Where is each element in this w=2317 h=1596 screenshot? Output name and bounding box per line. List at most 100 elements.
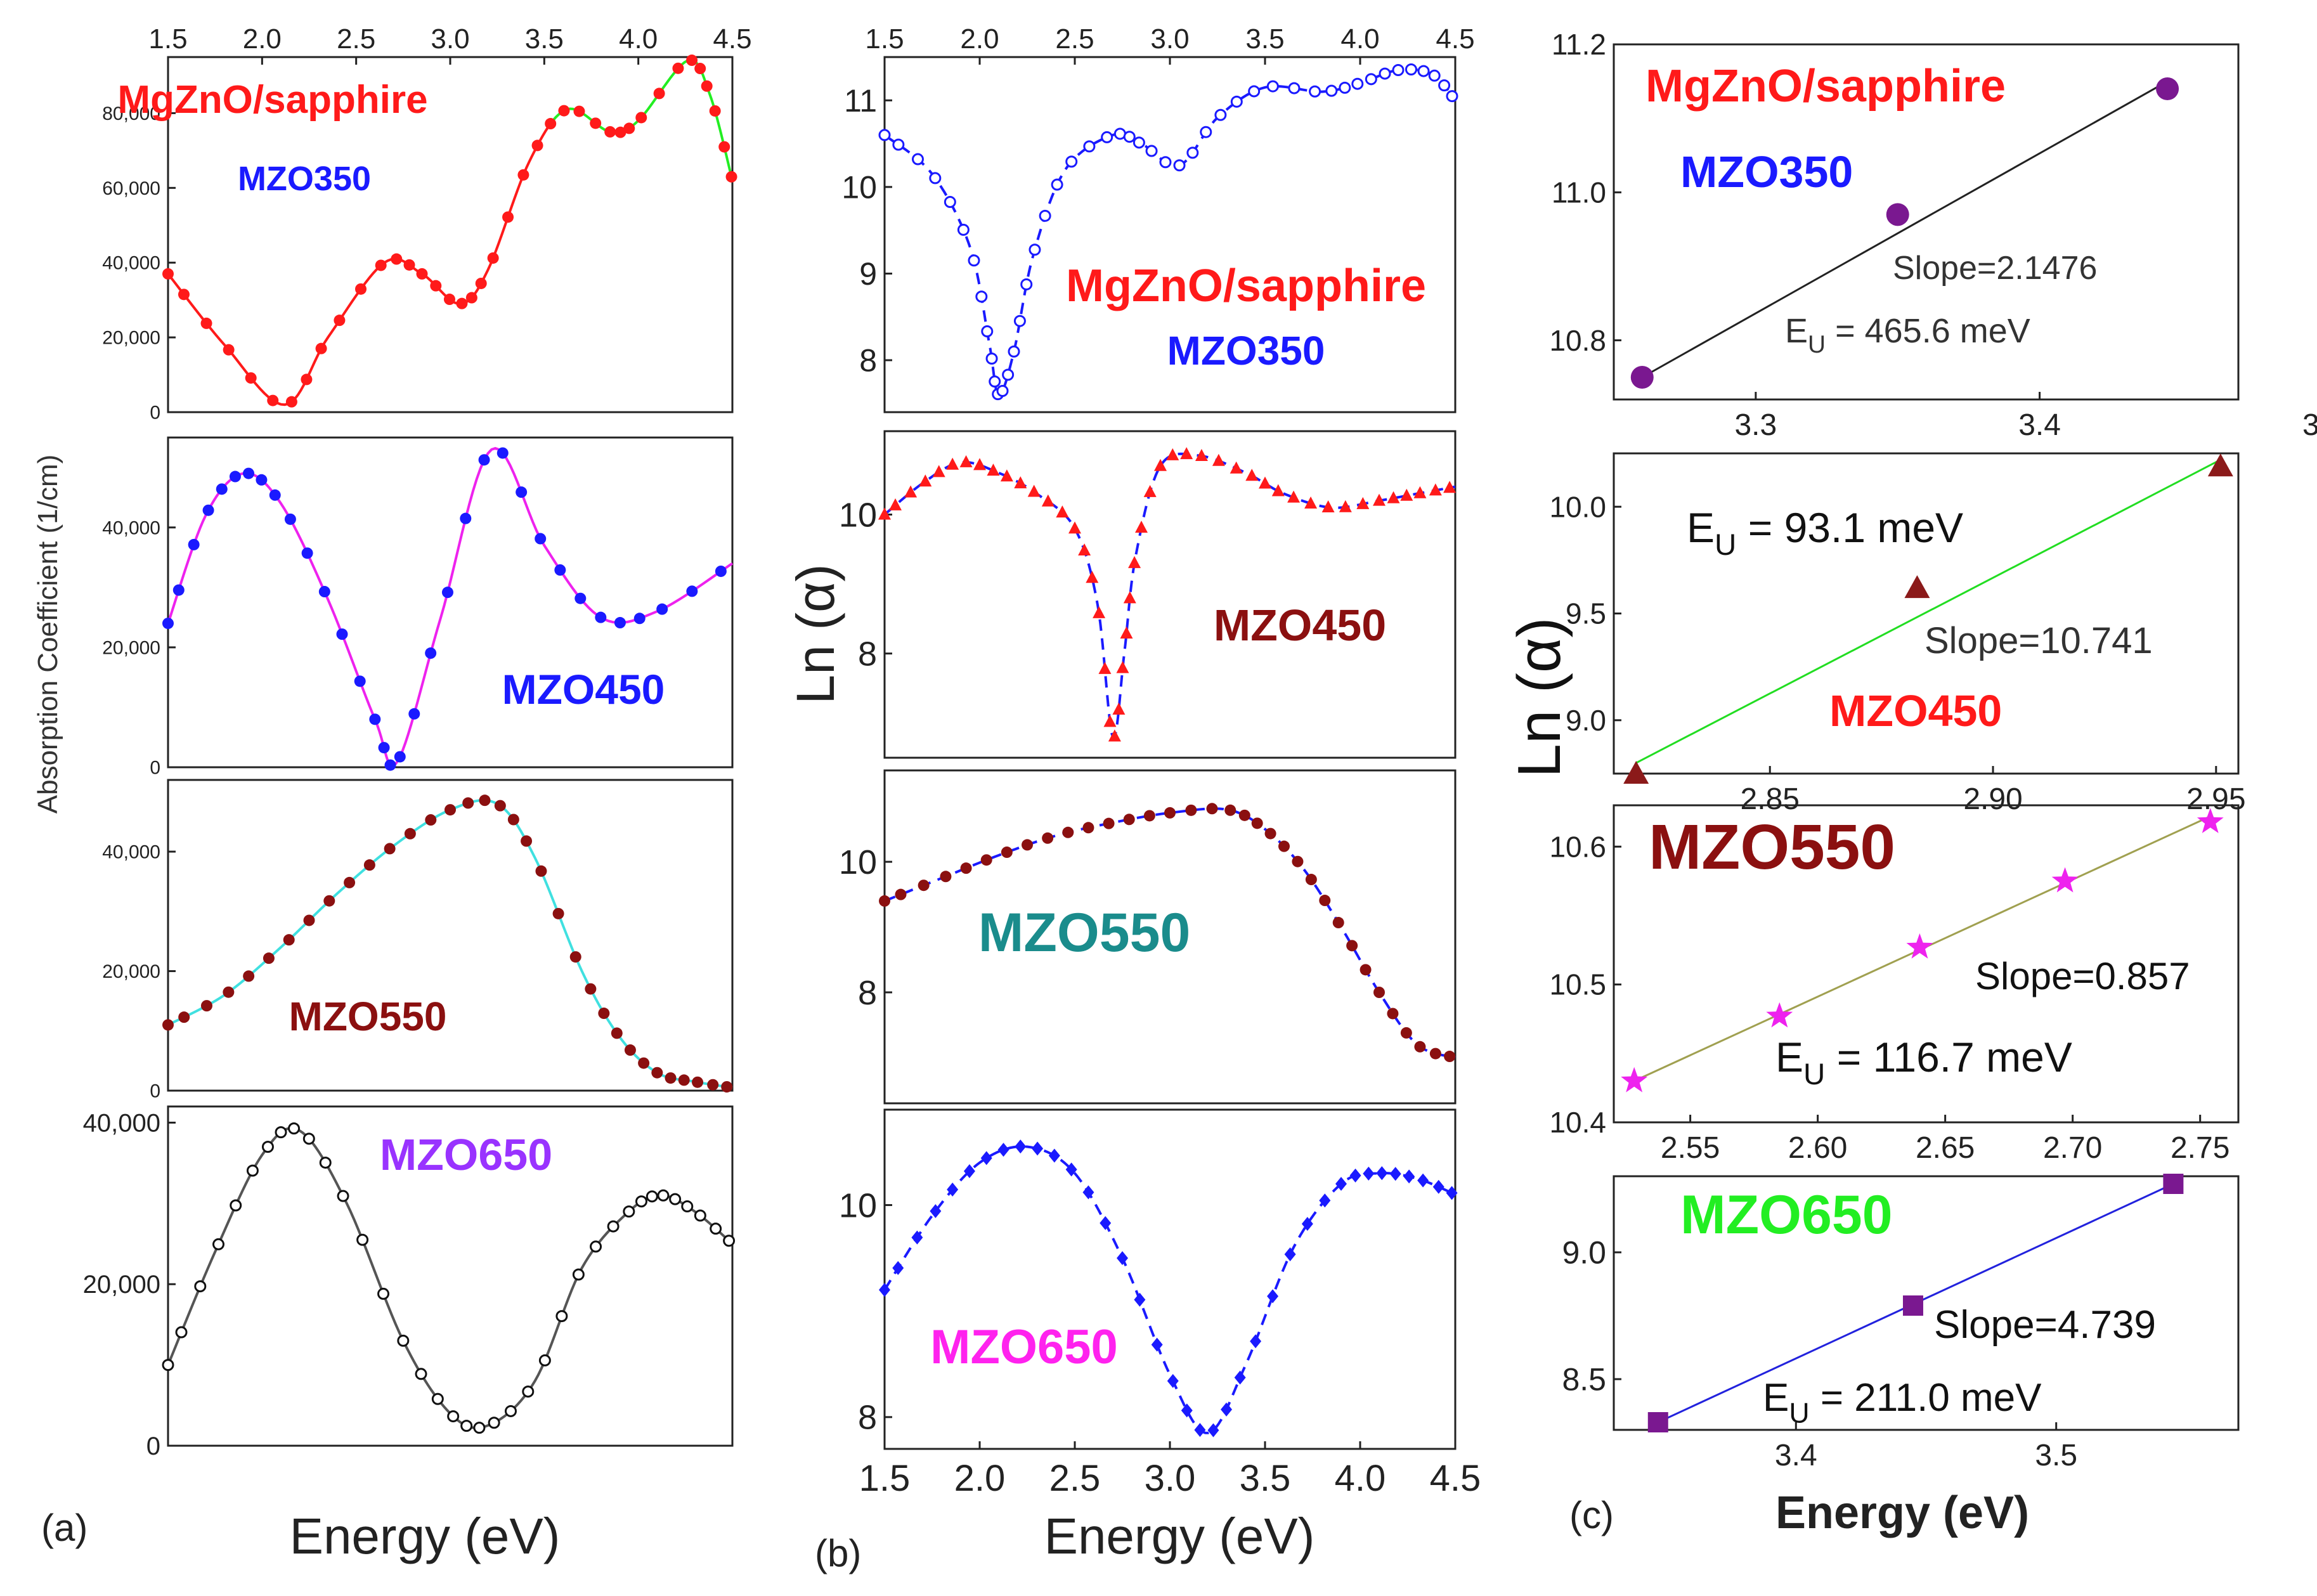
- data-point-a4: [261, 1141, 274, 1153]
- y-tick-label-b4: 10: [839, 1186, 877, 1224]
- data-point-b3: [1224, 804, 1236, 816]
- data-point-a1: [502, 211, 514, 223]
- data-point-b2: [973, 458, 986, 470]
- x-tick-label-b1: 1.5: [865, 23, 904, 55]
- x-tick-label-c4: 3.4: [1775, 1439, 1817, 1472]
- data-point-a3: [692, 1076, 704, 1088]
- data-point-b1: [1008, 345, 1020, 358]
- data-point-b1: [1417, 65, 1430, 77]
- data-point-a2: [460, 512, 472, 524]
- data-point-c3: [1906, 933, 1933, 959]
- chart-c3: 10.4 10.5 10.6 2.55 2.60 2.65 2.70 2.75 MZO550 Sl…: [1549, 804, 2240, 1165]
- data-point-b4: [1082, 1185, 1094, 1200]
- data-point-c2: [1623, 761, 1649, 784]
- data-point-b3: [1022, 839, 1033, 851]
- x-tick-label-c4: 3.5: [2035, 1439, 2077, 1472]
- chart-b3: 8 10 MZO550: [839, 769, 1457, 1105]
- data-point-b3: [1360, 964, 1372, 976]
- data-point-a2: [516, 486, 528, 498]
- data-point-b1: [1446, 90, 1458, 103]
- annotation-c1: EU = 465.6 meV: [1785, 312, 2030, 358]
- x-tick-label-c3: 2.60: [1788, 1131, 1847, 1165]
- annotation-a1: MgZnO/sapphire: [117, 78, 427, 122]
- data-point-b3: [1143, 810, 1155, 822]
- data-point-a2: [318, 586, 330, 598]
- plot-frame-c1: [1613, 43, 2240, 401]
- y-tick-label-a1: 80,000: [102, 103, 160, 124]
- x-tick-label-b4: 3.5: [1240, 1458, 1291, 1499]
- data-point-a2: [229, 470, 241, 483]
- data-point-a1: [701, 80, 713, 92]
- axis-label-b-x: Energy (eV): [1044, 1508, 1315, 1564]
- data-point-c3: [2197, 808, 2224, 833]
- data-point-b1: [981, 325, 994, 338]
- data-point-a4: [646, 1190, 658, 1203]
- plot-frame-a4: [167, 1105, 734, 1447]
- annotation-c3: Slope=0.857: [1975, 955, 2190, 997]
- data-point-b4: [1065, 1162, 1077, 1177]
- data-point-a1: [430, 280, 442, 292]
- data-point-b2: [1120, 626, 1133, 639]
- data-point-a2: [496, 447, 509, 459]
- x-tick-label-a1: 4.5: [713, 23, 751, 55]
- y-tick-label-a1: 60,000: [102, 178, 160, 199]
- data-point-b3: [1001, 847, 1013, 859]
- data-point-b2: [946, 457, 959, 470]
- data-point-b2: [1271, 484, 1285, 496]
- data-point-b2: [1056, 505, 1069, 518]
- data-point-a3: [445, 804, 456, 816]
- data-point-a4: [607, 1220, 620, 1233]
- data-point-b2: [1143, 484, 1157, 497]
- data-point-b1: [1230, 95, 1243, 108]
- data-point-a3: [678, 1074, 690, 1086]
- data-point-b2: [1443, 481, 1457, 493]
- data-point-b3: [1082, 822, 1094, 834]
- data-point-a4: [377, 1287, 390, 1300]
- data-point-a4: [319, 1157, 332, 1169]
- y-tick-label-c4: 9.0: [1562, 1235, 1606, 1271]
- data-point-b1: [911, 153, 924, 165]
- data-point-b2: [1166, 448, 1179, 460]
- data-point-b3: [879, 895, 890, 907]
- x-tick-label-b4: 2.0: [954, 1458, 1006, 1499]
- data-point-a2: [301, 547, 313, 559]
- data-point-a2: [336, 628, 348, 640]
- data-point-a3: [651, 1067, 663, 1079]
- annotation-b1: MZO350: [1167, 328, 1325, 373]
- data-point-b3: [1238, 809, 1250, 821]
- data-point-a1: [245, 372, 257, 384]
- x-tick-label-b1: 4.5: [1436, 23, 1474, 55]
- x-tick-label-b1: 3.5: [1245, 23, 1284, 55]
- annotation-b2: MZO450: [1214, 600, 1386, 650]
- y-tick-label-a3: 40,000: [102, 842, 160, 863]
- data-point-b4: [1015, 1139, 1027, 1154]
- data-point-b1: [1438, 79, 1451, 92]
- data-point-b1: [878, 129, 891, 141]
- data-point-b2: [1000, 469, 1013, 482]
- data-point-b3: [1305, 874, 1317, 886]
- data-point-b2: [904, 485, 918, 498]
- data-point-a4: [246, 1164, 259, 1177]
- data-point-a4: [356, 1233, 369, 1246]
- x-tick-label-a1: 4.0: [619, 23, 658, 55]
- data-point-b1: [1200, 126, 1212, 138]
- data-point-b1: [1405, 63, 1417, 76]
- axis-label-b-y: Ln (α): [786, 564, 845, 704]
- data-point-b1: [1013, 315, 1026, 327]
- annotation-c2: MZO450: [1829, 686, 2002, 736]
- data-point-a1: [487, 252, 499, 264]
- data-point-b4: [1048, 1148, 1060, 1163]
- data-point-a4: [212, 1238, 224, 1250]
- data-point-a4: [623, 1205, 635, 1218]
- data-point-a1: [315, 342, 327, 354]
- annotation-a2: MZO450: [502, 666, 665, 713]
- data-point-c1: [1630, 366, 1654, 389]
- data-point-a3: [303, 914, 315, 926]
- x-tick-label-c2: 2.95: [2186, 782, 2245, 816]
- data-point-b1: [1379, 67, 1391, 80]
- data-point-b4: [963, 1164, 975, 1179]
- data-point-b3: [1373, 987, 1385, 998]
- data-point-a1: [355, 283, 367, 295]
- data-point-b2: [1400, 488, 1413, 501]
- data-point-b1: [1339, 81, 1351, 94]
